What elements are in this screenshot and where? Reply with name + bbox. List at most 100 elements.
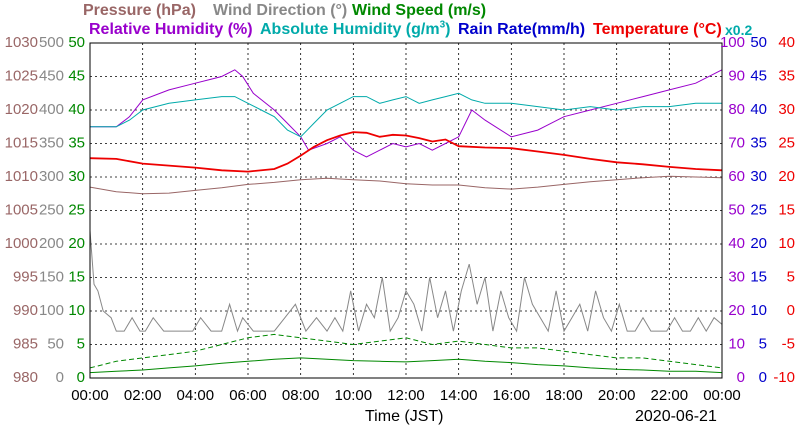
y-tick-rain_rate: 30 [750, 168, 767, 185]
y-tick-rain_rate: 50 [750, 34, 767, 51]
legend-wind-speed: Wind Speed (m/s) [352, 2, 487, 19]
y-tick-wind_dir: 0 [56, 369, 64, 386]
y-tick-pressure: 980 [13, 369, 38, 386]
grid-lines [90, 43, 722, 378]
y-tick-temperature: -5 [782, 335, 795, 352]
y-tick-pressure: 1020 [5, 101, 38, 118]
x-tick-label: 14:00 [440, 387, 478, 404]
legend-temperature: Temperature (°C) [593, 21, 722, 38]
y-tick-rain_rate: 5 [759, 335, 767, 352]
x-axis-label: Time (JST) [365, 408, 444, 425]
x-tick-label: 18:00 [545, 387, 583, 404]
y-tick-wind_speed: 15 [68, 268, 85, 285]
y-tick-wind_speed: 10 [68, 302, 85, 319]
y-tick-wind_dir: 400 [39, 101, 64, 118]
y-tick-temperature: 10 [778, 235, 795, 252]
y-tick-pressure: 1030 [5, 34, 38, 51]
y-tick-rel_humidity: 30 [728, 268, 745, 285]
y-tick-wind_dir: 50 [47, 335, 64, 352]
legend-rain-rate: Rain Rate(mm/h) [458, 21, 586, 38]
x-tick-label: 16:00 [493, 387, 531, 404]
x-tick-label: 22:00 [651, 387, 689, 404]
y-tick-rel_humidity: 10 [728, 335, 745, 352]
y-tick-rain_rate: 20 [750, 235, 767, 252]
y-tick-temperature: 25 [778, 134, 795, 151]
axis-tick-labels: 9809859909951000100510101015102010251030… [5, 34, 795, 404]
x-tick-label: 04:00 [177, 387, 215, 404]
series-pressure [89, 175, 723, 195]
y-tick-pressure: 990 [13, 302, 38, 319]
y-tick-rel_humidity: 0 [737, 369, 745, 386]
y-tick-wind_speed: 40 [68, 101, 85, 118]
y-tick-rain_rate: 0 [759, 369, 767, 386]
plot-frame [89, 42, 723, 379]
legend-wind-direction: Wind Direction (°) [213, 2, 348, 19]
y-tick-pressure: 985 [13, 335, 38, 352]
y-tick-wind_speed: 50 [68, 34, 85, 51]
y-tick-pressure: 1005 [5, 201, 38, 218]
y-tick-rel_humidity: 20 [728, 302, 745, 319]
y-tick-pressure: 1000 [5, 235, 38, 252]
y-tick-rain_rate: 40 [750, 101, 767, 118]
legend-absolute-humidity: Absolute Humidity (g/m3) [260, 19, 451, 38]
y-tick-wind_dir: 250 [39, 201, 64, 218]
y-tick-pressure: 1025 [5, 67, 38, 84]
y-tick-temperature: -10 [773, 369, 795, 386]
series-rel_humidity [90, 69, 723, 158]
date-label: 2020-06-21 [635, 408, 717, 425]
y-tick-wind_dir: 150 [39, 268, 64, 285]
y-tick-rel_humidity: 90 [728, 67, 745, 84]
y-tick-temperature: 5 [787, 268, 795, 285]
y-tick-wind_speed: 35 [68, 134, 85, 151]
series-wind_speed-gust [89, 333, 723, 369]
y-tick-wind_dir: 300 [39, 168, 64, 185]
series-abs_humidity [90, 92, 722, 138]
y-tick-rain_rate: 25 [750, 201, 767, 218]
legend-abs-humidity-scale: x0.2 [725, 22, 753, 38]
y-tick-wind_speed: 5 [77, 335, 85, 352]
x-tick-label: 00:00 [703, 387, 741, 404]
y-tick-wind_dir: 200 [39, 235, 64, 252]
y-tick-wind_speed: 45 [68, 67, 85, 84]
y-tick-temperature: 35 [778, 67, 795, 84]
y-tick-rel_humidity: 80 [728, 101, 745, 118]
x-tick-label: 08:00 [282, 387, 320, 404]
y-tick-temperature: 0 [787, 302, 795, 319]
legend-relative-humidity: Relative Humidity (%) [89, 21, 253, 38]
y-tick-temperature: 30 [778, 101, 795, 118]
y-tick-pressure: 1015 [5, 134, 38, 151]
y-tick-rel_humidity: 40 [728, 235, 745, 252]
y-tick-wind_dir: 450 [39, 67, 64, 84]
y-tick-rain_rate: 45 [750, 67, 767, 84]
x-tick-label: 02:00 [124, 387, 162, 404]
y-tick-wind_speed: 0 [77, 369, 85, 386]
x-tick-label: 12:00 [387, 387, 425, 404]
y-tick-rel_humidity: 50 [728, 201, 745, 218]
x-tick-label: 20:00 [598, 387, 636, 404]
y-tick-pressure: 1010 [5, 168, 38, 185]
y-tick-temperature: 20 [778, 168, 795, 185]
y-tick-rain_rate: 15 [750, 268, 767, 285]
y-tick-rel_humidity: 60 [728, 168, 745, 185]
y-tick-rel_humidity: 100 [720, 34, 745, 51]
series-temperature [89, 131, 723, 173]
y-tick-temperature: 15 [778, 201, 795, 218]
y-tick-wind_speed: 30 [68, 168, 85, 185]
y-tick-wind_dir: 500 [39, 34, 64, 51]
x-tick-label: 10:00 [335, 387, 373, 404]
y-tick-rain_rate: 10 [750, 302, 767, 319]
series-wind_speed [89, 357, 723, 374]
series-wind_dir [89, 230, 723, 333]
y-tick-rel_humidity: 70 [728, 134, 745, 151]
x-tick-label: 06:00 [229, 387, 267, 404]
y-tick-wind_speed: 25 [68, 201, 85, 218]
y-tick-pressure: 995 [13, 268, 38, 285]
y-tick-rain_rate: 35 [750, 134, 767, 151]
x-tick-label: 00:00 [71, 387, 109, 404]
y-tick-temperature: 40 [778, 34, 795, 51]
y-tick-wind_dir: 100 [39, 302, 64, 319]
legend-pressure: Pressure (hPa) [83, 2, 196, 19]
y-tick-wind_dir: 350 [39, 134, 64, 151]
y-tick-wind_speed: 20 [68, 235, 85, 252]
